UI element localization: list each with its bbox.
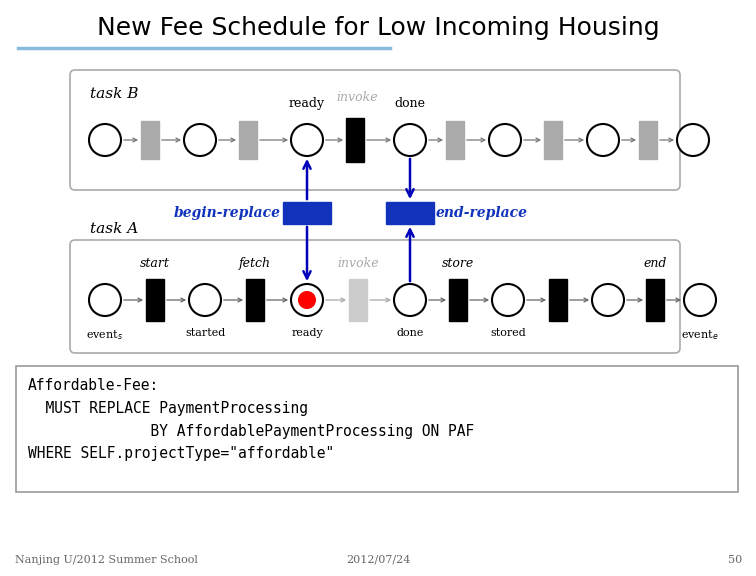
Text: end: end bbox=[643, 257, 667, 270]
Circle shape bbox=[587, 124, 619, 156]
Text: done: done bbox=[396, 328, 423, 338]
Text: begin-replace: begin-replace bbox=[174, 206, 281, 220]
Bar bbox=[349, 279, 367, 321]
FancyBboxPatch shape bbox=[70, 240, 680, 353]
FancyBboxPatch shape bbox=[16, 366, 738, 492]
Text: stored: stored bbox=[490, 328, 526, 338]
Text: 2012/07/24: 2012/07/24 bbox=[345, 555, 411, 565]
Text: invoke: invoke bbox=[336, 91, 378, 104]
Text: store: store bbox=[442, 257, 474, 270]
Text: done: done bbox=[395, 97, 426, 110]
Text: end-replace: end-replace bbox=[436, 206, 528, 220]
Bar bbox=[141, 121, 159, 159]
Circle shape bbox=[489, 124, 521, 156]
Circle shape bbox=[89, 124, 121, 156]
Circle shape bbox=[592, 284, 624, 316]
Bar bbox=[346, 118, 364, 162]
Bar bbox=[646, 279, 664, 321]
Text: task B: task B bbox=[90, 87, 138, 101]
Circle shape bbox=[684, 284, 716, 316]
Bar bbox=[639, 121, 657, 159]
Text: New Fee Schedule for Low Incoming Housing: New Fee Schedule for Low Incoming Housin… bbox=[97, 16, 659, 40]
Circle shape bbox=[394, 284, 426, 316]
Text: ready: ready bbox=[289, 97, 325, 110]
Bar bbox=[146, 279, 164, 321]
Bar bbox=[283, 202, 331, 224]
Circle shape bbox=[291, 124, 323, 156]
Text: Affordable-Fee:
  MUST REPLACE PaymentProcessing
              BY AffordablePaym: Affordable-Fee: MUST REPLACE PaymentProc… bbox=[28, 378, 474, 461]
Bar bbox=[446, 121, 464, 159]
Bar bbox=[386, 202, 434, 224]
Text: Nanjing U/2012 Summer School: Nanjing U/2012 Summer School bbox=[15, 555, 198, 565]
Text: ready: ready bbox=[291, 328, 323, 338]
Bar bbox=[549, 279, 567, 321]
Circle shape bbox=[394, 124, 426, 156]
FancyBboxPatch shape bbox=[70, 70, 680, 190]
Text: 50: 50 bbox=[728, 555, 742, 565]
Text: started: started bbox=[185, 328, 225, 338]
Text: start: start bbox=[140, 257, 170, 270]
Text: event$_s$: event$_s$ bbox=[86, 328, 123, 342]
Circle shape bbox=[492, 284, 524, 316]
Text: event$_e$: event$_e$ bbox=[681, 328, 719, 342]
Bar bbox=[239, 121, 257, 159]
Bar bbox=[246, 279, 264, 321]
Text: task A: task A bbox=[90, 222, 138, 236]
Circle shape bbox=[299, 292, 315, 308]
Circle shape bbox=[677, 124, 709, 156]
Circle shape bbox=[189, 284, 221, 316]
Bar bbox=[449, 279, 467, 321]
Circle shape bbox=[184, 124, 216, 156]
Text: fetch: fetch bbox=[239, 257, 271, 270]
Circle shape bbox=[89, 284, 121, 316]
Text: invoke: invoke bbox=[337, 257, 379, 270]
Circle shape bbox=[291, 284, 323, 316]
Bar bbox=[544, 121, 562, 159]
